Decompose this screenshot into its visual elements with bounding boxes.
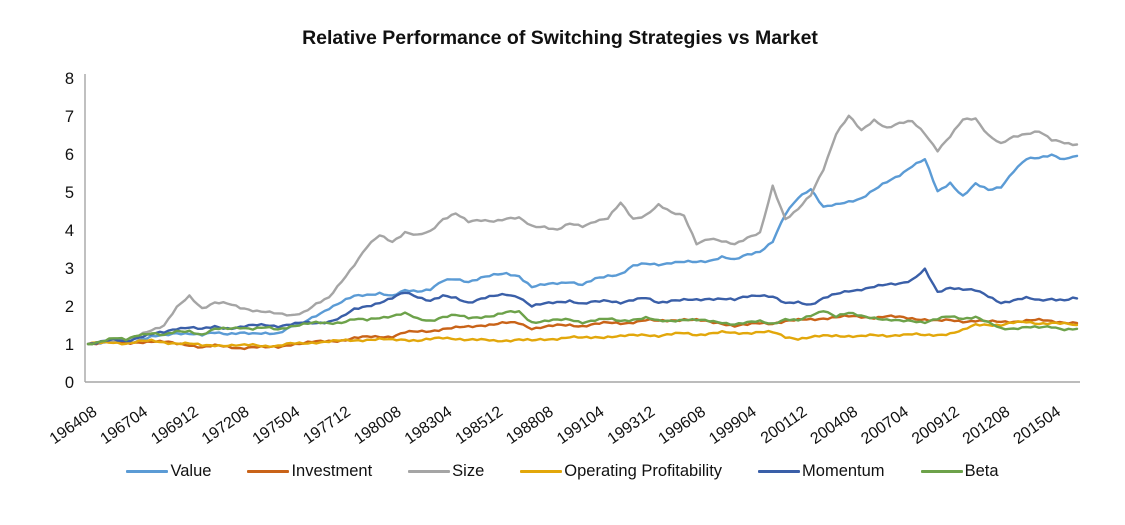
y-tick-label: 5 [65, 184, 74, 202]
x-tick-label: 196912 [148, 403, 202, 448]
legend-label: Size [452, 462, 485, 480]
series-line-momentum [86, 267, 1079, 346]
chart-canvas: Relative Performance of Switching Strate… [47, 27, 1080, 448]
x-tick-label: 201208 [960, 403, 1014, 448]
x-tick-label: 197208 [199, 403, 253, 448]
legend-label: Operating Profitability [564, 462, 723, 480]
x-tick-label: 200408 [808, 403, 862, 448]
x-tick-label: 197712 [300, 403, 354, 448]
legend-swatch [920, 470, 963, 473]
x-tick-label: 200704 [858, 403, 912, 448]
legend-swatch [247, 470, 290, 473]
x-tick-label: 198512 [453, 403, 507, 448]
y-tick-label: 4 [65, 222, 74, 240]
legend-item-momentum: Momentum [758, 462, 885, 481]
x-tick-label: 200112 [758, 403, 811, 447]
x-tick-label: 200912 [909, 403, 963, 448]
x-tick-label: 198808 [503, 403, 557, 448]
x-tick-label: 201504 [1010, 403, 1064, 448]
x-tick-label: 199608 [655, 403, 709, 448]
legend-label: Investment [291, 462, 373, 480]
y-axis-labels: 0 1 2 3 4 5 6 7 8 [65, 70, 74, 392]
series-lines [86, 114, 1079, 351]
legend-item-operating-profitability: Operating Profitability [520, 462, 722, 481]
x-axis-labels: 1964081967041969121972081975041977121980… [47, 403, 1064, 448]
legend-swatch [520, 470, 563, 473]
y-tick-label: 2 [65, 298, 74, 316]
legend-swatch [408, 470, 451, 473]
legend-label: Beta [964, 462, 999, 480]
x-tick-label: 199312 [605, 403, 659, 448]
x-tick-label: 199904 [706, 403, 760, 448]
legend-item-investment: Investment [247, 462, 372, 481]
legend-swatch [126, 470, 169, 473]
x-tick-label: 199104 [554, 403, 608, 448]
y-tick-label: 0 [65, 374, 74, 392]
series-line-beta [86, 310, 1079, 346]
x-tick-label: 198304 [402, 403, 456, 448]
axes [84, 74, 1080, 383]
x-tick-label: 196704 [98, 403, 152, 448]
y-tick-label: 8 [65, 70, 74, 88]
y-tick-label: 7 [65, 108, 74, 126]
series-line-size [86, 114, 1079, 346]
y-tick-label: 6 [65, 146, 74, 164]
legend-item-size: Size [408, 462, 484, 481]
legend-swatch [758, 470, 801, 473]
legend-label: Value [170, 462, 212, 480]
legend-label: Momentum [802, 462, 885, 480]
x-tick-label: 198008 [351, 403, 405, 448]
legend-item-value: Value [126, 462, 211, 481]
series-line-operating-profitability [86, 320, 1079, 348]
legend-item-beta: Beta [920, 462, 999, 481]
y-tick-label: 3 [65, 260, 74, 278]
series-line-investment [86, 314, 1079, 351]
chart-legend: Value Investment Size Operating Profitabili… [0, 462, 1125, 481]
x-tick-label: 197504 [250, 403, 304, 448]
x-tick-label: 196408 [47, 403, 101, 448]
y-tick-label: 1 [65, 336, 74, 354]
series-line-value [86, 153, 1079, 346]
chart-title: Relative Performance of Switching Strate… [302, 27, 818, 49]
